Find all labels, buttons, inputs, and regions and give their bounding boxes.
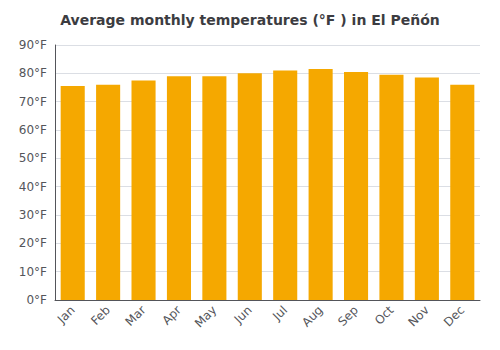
svg-text:Oct: Oct [372,303,397,328]
svg-text:May: May [192,303,219,330]
svg-text:Apr: Apr [159,303,184,328]
svg-text:50°F: 50°F [19,151,47,165]
svg-text:Aug: Aug [299,303,325,329]
svg-text:80°F: 80°F [19,66,47,80]
svg-text:Nov: Nov [405,303,431,329]
svg-text:Sep: Sep [335,303,361,329]
svg-text:Average monthly temperatures (: Average monthly temperatures (°F ) in El… [60,12,440,28]
svg-text:90°F: 90°F [19,38,47,52]
svg-text:Feb: Feb [88,303,113,328]
svg-text:Jul: Jul [269,303,290,324]
svg-text:40°F: 40°F [19,180,47,194]
svg-text:Mar: Mar [123,303,149,329]
svg-text:70°F: 70°F [19,95,47,109]
svg-text:0°F: 0°F [26,293,47,307]
svg-text:Jan: Jan [54,303,78,327]
svg-text:30°F: 30°F [19,208,47,222]
svg-text:10°F: 10°F [19,265,47,279]
svg-text:Dec: Dec [441,303,467,329]
svg-text:20°F: 20°F [19,236,47,250]
svg-text:Jun: Jun [231,303,255,327]
svg-text:60°F: 60°F [19,123,47,137]
